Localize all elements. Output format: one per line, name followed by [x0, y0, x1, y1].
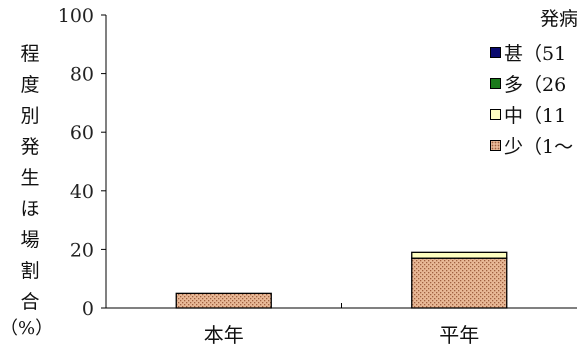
y-axis-label-char: 割	[20, 260, 40, 282]
legend-swatch	[490, 77, 501, 89]
legend-item: 少（1〜	[490, 133, 574, 158]
y-tick-label: 100	[58, 5, 94, 27]
y-tick-label: 20	[70, 239, 94, 261]
bar-segment	[175, 292, 272, 309]
y-tick-label: 0	[82, 298, 94, 320]
legend-item: 多（26	[490, 71, 567, 96]
y-axis-label-char: 度	[20, 74, 40, 96]
legend-label: 中（11	[504, 104, 567, 127]
y-axis-label-char: 別	[20, 105, 40, 127]
legend-label: 少（1〜	[504, 135, 574, 158]
y-axis-label-char: 程	[20, 43, 40, 65]
legend-title: 発病	[540, 8, 577, 30]
legend-item: 中（11	[490, 102, 567, 127]
y-axis-unit: （%）	[0, 318, 54, 339]
bar-segment	[411, 251, 508, 259]
legend-swatch	[490, 46, 501, 58]
x-category-label: 平年	[439, 323, 479, 347]
y-axis-label-char: 合	[20, 291, 40, 313]
y-tick-label: 40	[70, 181, 94, 203]
y-tick-label: 80	[70, 64, 94, 86]
legend-swatch	[490, 108, 501, 120]
bars	[175, 251, 508, 309]
y-axis-label-char: 発	[20, 136, 40, 158]
y-tick-label: 60	[70, 122, 94, 144]
legend-label: 甚（51	[504, 42, 567, 65]
y-axis-label-char: ほ	[20, 198, 40, 220]
y-axis-label-char: 場	[20, 229, 40, 251]
x-category-label: 本年	[204, 323, 244, 347]
legend-swatch	[490, 139, 501, 151]
y-ticks: 0 20 40 60 80 100	[58, 5, 106, 320]
legend-label: 多（26	[504, 73, 567, 96]
x-categories: 本年 平年	[204, 323, 480, 347]
bar-segment	[411, 257, 508, 309]
y-axis-label-char: 生	[20, 167, 40, 189]
legend-item: 甚（51	[490, 40, 567, 65]
